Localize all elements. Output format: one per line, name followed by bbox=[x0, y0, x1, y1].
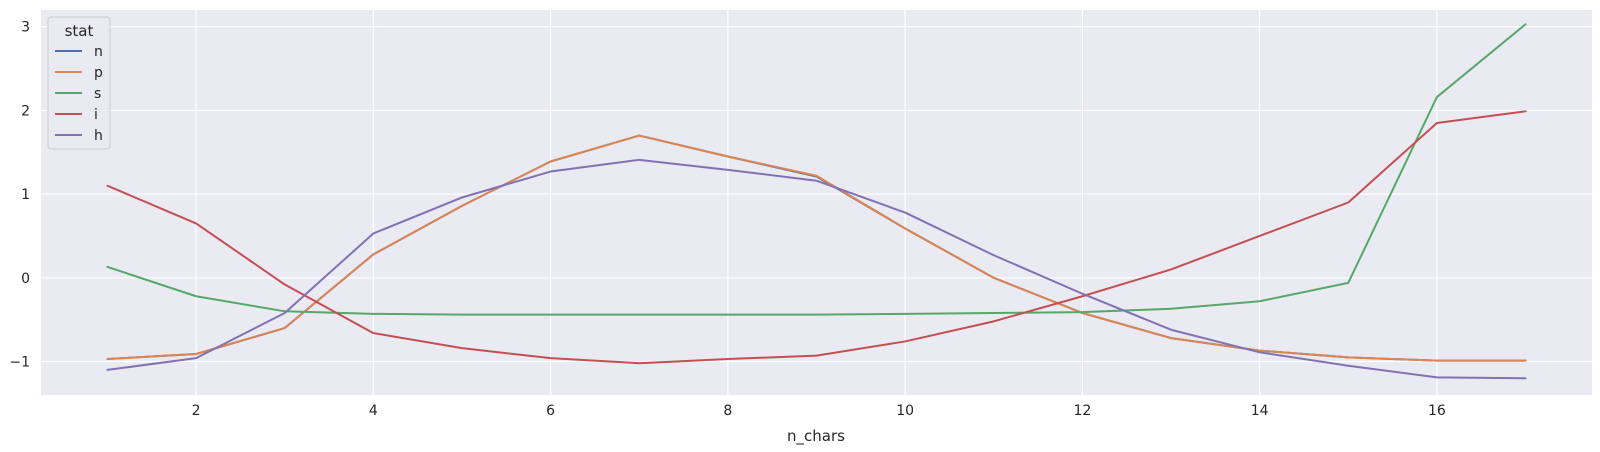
series-lines bbox=[106, 23, 1527, 380]
series-line-p bbox=[106, 134, 1527, 362]
x-tick-label: 6 bbox=[546, 403, 555, 419]
legend-label-n: n bbox=[94, 44, 103, 60]
legend-label-h: h bbox=[94, 128, 103, 144]
x-tick-labels: 2 4 6 8 10 12 14 16 bbox=[192, 403, 1446, 419]
x-tick-label: 16 bbox=[1428, 403, 1446, 419]
grid-lines bbox=[41, 10, 1592, 395]
series-line-s bbox=[106, 23, 1527, 316]
y-tick-labels: −1 0 1 2 3 bbox=[9, 20, 30, 371]
y-tick-label: 2 bbox=[21, 103, 30, 119]
y-tick-label: 1 bbox=[21, 187, 30, 203]
x-axis-title: n_chars bbox=[787, 427, 845, 446]
y-tick-label: −1 bbox=[9, 355, 30, 371]
y-tick-label: 3 bbox=[21, 20, 30, 36]
x-tick-label: 10 bbox=[896, 403, 914, 419]
series-line-i bbox=[106, 110, 1527, 365]
plot-background bbox=[41, 10, 1592, 395]
x-tick-label: 4 bbox=[369, 403, 378, 419]
x-tick-label: 2 bbox=[192, 403, 201, 419]
legend-label-s: s bbox=[94, 86, 101, 102]
x-tick-label: 12 bbox=[1073, 403, 1091, 419]
x-tick-label: 8 bbox=[723, 403, 732, 419]
y-tick-label: 0 bbox=[21, 271, 30, 287]
legend-title: stat bbox=[65, 22, 94, 40]
x-tick-label: 14 bbox=[1251, 403, 1269, 419]
legend-label-p: p bbox=[94, 65, 103, 81]
series-line-h bbox=[106, 158, 1527, 380]
legend-label-i: i bbox=[94, 107, 98, 123]
